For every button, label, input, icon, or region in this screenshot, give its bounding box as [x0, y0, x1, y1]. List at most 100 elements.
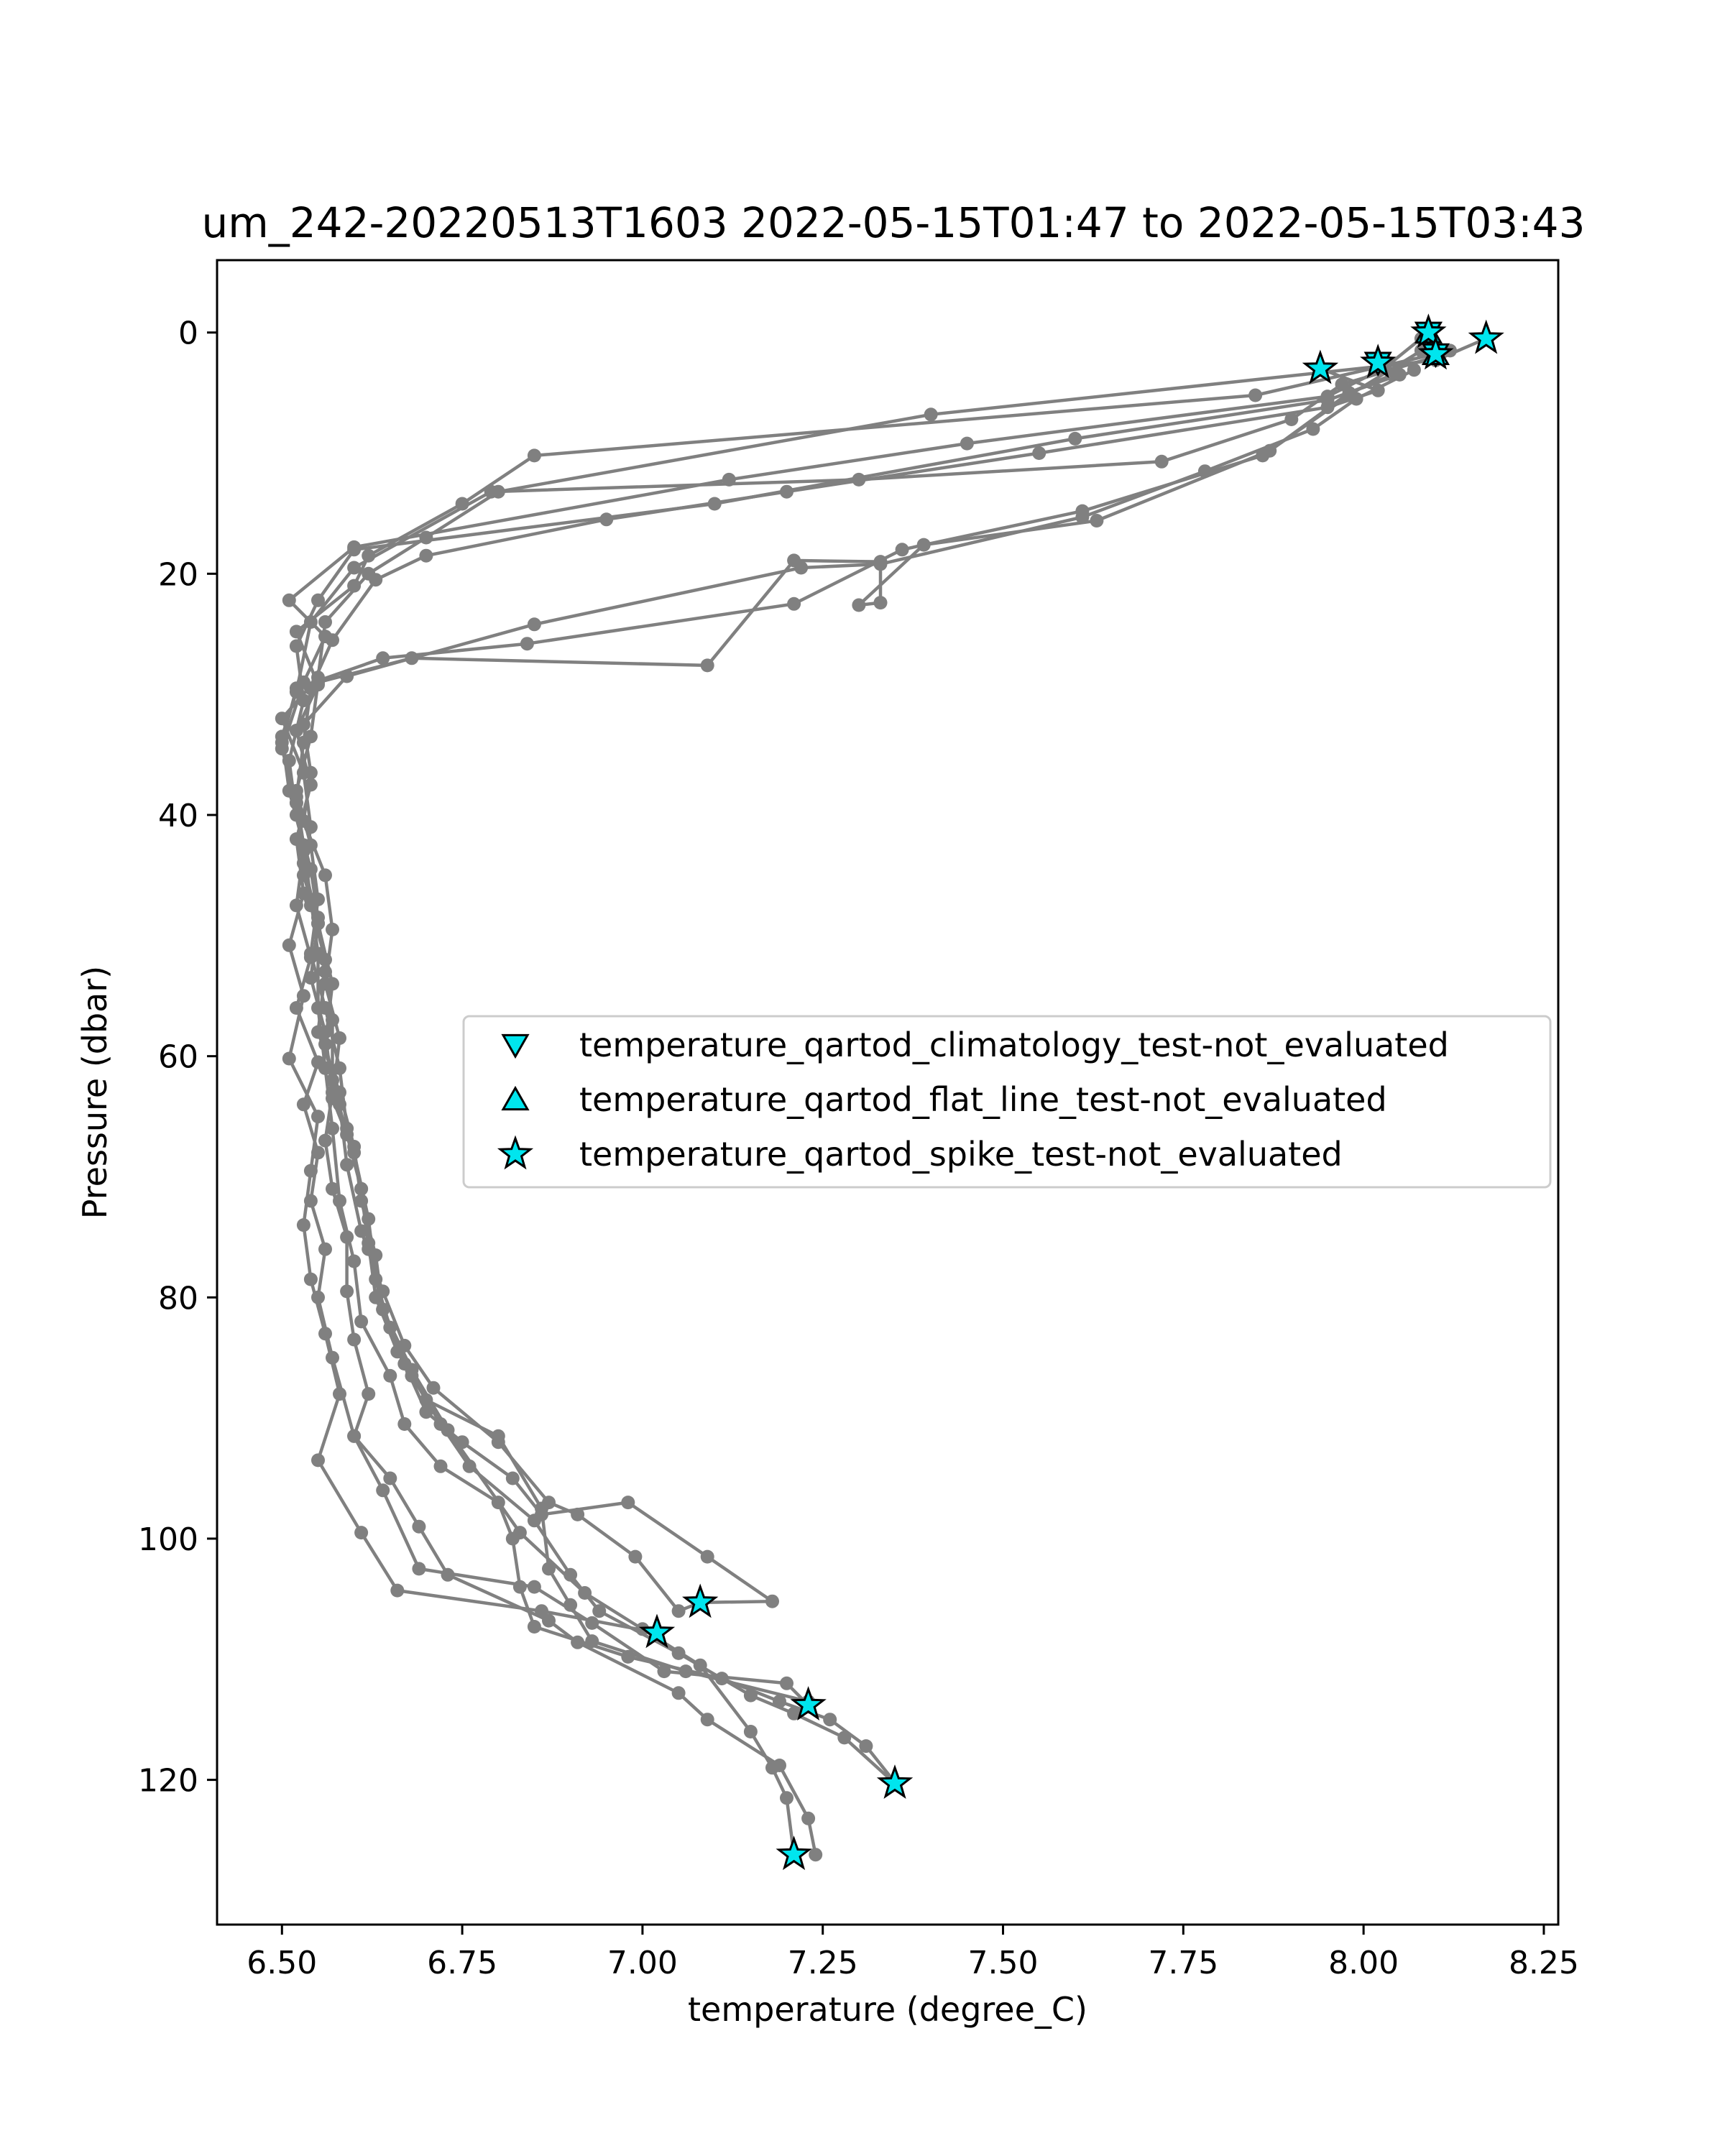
- legend-marker-triangle-up: [501, 1085, 530, 1111]
- profile-point: [455, 1435, 469, 1450]
- profile-point: [296, 989, 310, 1003]
- profile-point: [303, 765, 318, 780]
- profile-point: [303, 971, 318, 985]
- profile-point: [289, 639, 303, 653]
- profile-point: [419, 530, 433, 545]
- profile-point: [527, 617, 541, 632]
- profile-point: [318, 952, 332, 967]
- profile-point: [326, 1121, 339, 1135]
- profile-point: [311, 1290, 325, 1304]
- profile-point: [289, 1001, 303, 1015]
- profile-point: [405, 1363, 419, 1377]
- profile-point: [362, 1387, 376, 1401]
- profile-point: [578, 1586, 592, 1600]
- profile-point: [916, 538, 931, 552]
- x-tick-label: 7.25: [788, 1945, 858, 1981]
- profile-point: [419, 548, 433, 563]
- profile-point: [347, 579, 362, 593]
- profile-point: [535, 1604, 548, 1618]
- profile-point: [369, 1272, 383, 1286]
- profile-point: [1284, 413, 1299, 426]
- y-axis-label: Pressure (dbar): [75, 966, 114, 1219]
- profile-point: [303, 838, 318, 852]
- profile-point: [362, 548, 376, 563]
- profile-point: [1306, 422, 1320, 436]
- profile-point: [340, 1230, 354, 1244]
- profile-point: [340, 1121, 354, 1135]
- profile-point: [347, 1429, 362, 1443]
- profile-point: [895, 543, 909, 557]
- profile-point: [512, 1580, 527, 1594]
- profile-point: [318, 1327, 332, 1341]
- profile-point: [1032, 446, 1046, 460]
- profile-point: [376, 1284, 390, 1299]
- y-tick-label: 100: [138, 1521, 198, 1558]
- profile-point: [671, 1646, 686, 1660]
- profile-point: [527, 1514, 541, 1528]
- profile-point: [707, 497, 722, 511]
- profile-point: [412, 1562, 426, 1576]
- profile-point: [376, 1302, 390, 1317]
- profile-point: [289, 681, 303, 696]
- profile-point: [837, 1731, 852, 1745]
- profile-point: [743, 1725, 758, 1738]
- x-tick-label: 7.50: [968, 1945, 1039, 1981]
- profile-point: [564, 1567, 578, 1582]
- profile-point: [599, 512, 614, 527]
- profile-point: [505, 1471, 520, 1485]
- profile-point: [354, 1526, 369, 1540]
- profile-point: [571, 1507, 585, 1521]
- profile-point: [405, 651, 419, 665]
- profile-point: [527, 1580, 541, 1594]
- profile-point: [347, 1254, 362, 1268]
- profile-point: [303, 615, 318, 629]
- profile-point: [462, 1459, 477, 1473]
- profile-point: [426, 1381, 441, 1395]
- profile-point: [527, 1620, 541, 1634]
- profile-point: [657, 1664, 671, 1679]
- profile-point: [773, 1695, 786, 1708]
- profile-point: [542, 1496, 556, 1510]
- profile-point: [787, 1706, 801, 1720]
- y-tick-label: 0: [178, 315, 198, 352]
- profile-point: [671, 1686, 686, 1700]
- profile-point: [311, 1453, 325, 1468]
- profile-point: [383, 1368, 397, 1383]
- profile-point: [484, 484, 498, 499]
- spike-flag-marker: [1417, 335, 1454, 370]
- profile-point: [340, 1284, 354, 1299]
- spike-flag-marker: [790, 1686, 827, 1720]
- x-tick-label: 8.00: [1328, 1945, 1399, 1981]
- profile-point: [780, 1676, 794, 1690]
- profile-point: [282, 1051, 296, 1066]
- y-tick-label: 40: [158, 798, 198, 834]
- profile-point: [433, 1459, 448, 1473]
- spike-flag-marker: [1410, 313, 1447, 349]
- profile-point: [397, 1338, 412, 1353]
- profile-point: [1320, 393, 1335, 407]
- profile-point: [296, 1218, 310, 1233]
- y-axis: 0 20 40 60 80 100 120: [138, 315, 217, 1800]
- profile-point: [362, 1242, 376, 1256]
- profile-point: [282, 938, 296, 952]
- profile-point: [289, 625, 303, 639]
- profile-point: [1248, 388, 1263, 402]
- profile-point: [765, 1594, 779, 1608]
- profile-point: [491, 1496, 505, 1510]
- profile-point: [700, 1549, 714, 1564]
- profile-point: [873, 555, 888, 569]
- profile-point: [303, 1272, 318, 1286]
- plot-area-frame: [216, 259, 1560, 1926]
- profile-point: [326, 1073, 339, 1087]
- y-tick-label: 120: [138, 1763, 198, 1800]
- profile-point: [318, 615, 332, 629]
- profile-point: [354, 1314, 369, 1329]
- profile-point: [340, 669, 354, 683]
- profile-point: [873, 596, 888, 610]
- profile-point: [491, 1435, 505, 1450]
- legend-marker-star: [497, 1135, 534, 1170]
- profile-point: [311, 893, 325, 906]
- profile-point: [318, 1133, 332, 1148]
- profile-point: [801, 1811, 816, 1825]
- profile-point: [527, 448, 541, 463]
